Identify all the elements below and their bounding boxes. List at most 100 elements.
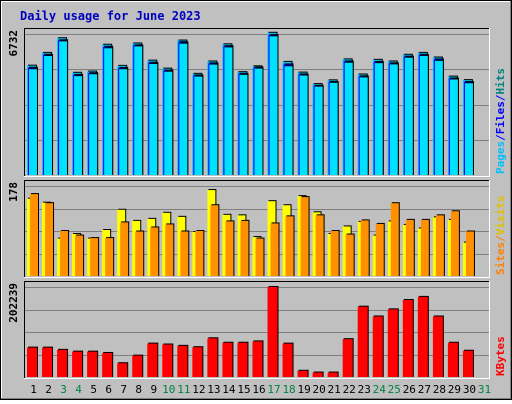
bar-sites [315, 215, 324, 276]
day-label: 21 [328, 383, 341, 396]
bar-pages [434, 60, 443, 175]
bar-sites [240, 220, 249, 276]
bar-pages [224, 47, 233, 175]
bar-pages [284, 66, 293, 175]
bar-kbytes [312, 372, 323, 377]
bar-kbytes [402, 300, 413, 377]
bar-sites [285, 216, 294, 276]
bar-sites [135, 231, 144, 276]
day-label: 17 [267, 383, 280, 396]
bar-sites [225, 221, 234, 276]
bar-sites [390, 203, 399, 276]
bar-kbytes [462, 350, 473, 377]
bar-sites [330, 231, 339, 276]
bar-kbytes [72, 351, 83, 377]
bar-sites [75, 235, 84, 276]
day-label: 20 [313, 383, 326, 396]
bar-sites [30, 194, 38, 276]
bar-kbytes [357, 306, 368, 377]
day-label: 26 [403, 383, 416, 396]
day-label: 1 [30, 383, 37, 396]
bar-pages [104, 48, 113, 175]
bar-sites [300, 197, 309, 276]
bar-pages [164, 71, 173, 175]
bar-pages [29, 69, 37, 175]
legend-entry: Pages [494, 141, 507, 174]
day-label: 19 [297, 383, 310, 396]
bar-pages [299, 75, 308, 175]
bar-kbytes [147, 343, 158, 377]
bar-kbytes [117, 363, 128, 377]
panel-max-label: 202239 [7, 283, 20, 323]
day-label: 22 [343, 383, 356, 396]
bar-sites [435, 215, 444, 276]
day-label: 2 [45, 383, 52, 396]
bar-pages [269, 36, 278, 175]
legend-entry: / [494, 235, 507, 242]
bar-pages [389, 64, 398, 175]
day-label: 29 [448, 383, 461, 396]
bar-pages [149, 63, 158, 175]
legend-entry: KBytes [494, 336, 507, 376]
panel-bottom: 202239 KBytes [7, 281, 507, 379]
bar-pages [134, 46, 143, 175]
day-label: 4 [75, 383, 82, 396]
bar-pages [194, 76, 203, 175]
bar-kbytes [387, 309, 398, 377]
bar-sites [450, 211, 459, 276]
bar-sites [165, 224, 174, 276]
bar-kbytes [417, 296, 428, 377]
bar-kbytes [177, 345, 188, 377]
bar-sites [465, 231, 474, 276]
panel-legend: KBytes [494, 336, 507, 376]
day-label: 9 [150, 383, 157, 396]
bar-kbytes [162, 344, 173, 377]
bar-kbytes [27, 347, 37, 377]
legend-entry: Hits [494, 68, 507, 95]
panel-legend: Pages/Files/Hits [494, 68, 507, 174]
bar-kbytes [447, 342, 458, 377]
day-label: 5 [90, 383, 97, 396]
bar-pages [449, 79, 458, 175]
bar-sites [105, 238, 114, 276]
day-label: 6 [105, 383, 112, 396]
bar-sites [195, 231, 204, 276]
bar-pages [59, 41, 68, 176]
bar-sites [180, 231, 189, 276]
bar-kbytes [237, 342, 248, 377]
bar-sites [255, 238, 264, 276]
bar-sites [150, 227, 159, 276]
bar-pages [179, 43, 188, 176]
bar-kbytes [282, 343, 293, 377]
bar-sites [90, 238, 99, 276]
bar-pages [314, 86, 323, 175]
bar-sites [375, 223, 384, 276]
bar-kbytes [222, 342, 233, 377]
bar-sites [405, 219, 414, 276]
panel-legend: Sites/Visits [494, 196, 507, 276]
bar-pages [209, 64, 218, 175]
bar-sites [45, 203, 54, 276]
day-label: 24 [373, 383, 387, 396]
bar-kbytes [192, 347, 203, 377]
bar-kbytes [207, 338, 218, 377]
day-label: 23 [358, 383, 371, 396]
bar-pages [359, 77, 368, 175]
day-label: 13 [207, 383, 220, 396]
chart-title: Daily usage for June 2023 [20, 9, 201, 23]
day-label: 11 [177, 383, 190, 396]
panel-max-label: 178 [7, 182, 20, 202]
panel-middle: 178 Sites/Visits [7, 180, 507, 278]
bar-pages [239, 74, 248, 175]
bar-kbytes [87, 351, 98, 377]
bar-pages [329, 82, 338, 175]
bar-pages [74, 76, 83, 175]
bar-kbytes [102, 352, 113, 377]
bar-sites [270, 223, 279, 276]
bar-sites [210, 205, 219, 276]
bar-pages [404, 57, 413, 176]
bar-pages [374, 63, 383, 176]
